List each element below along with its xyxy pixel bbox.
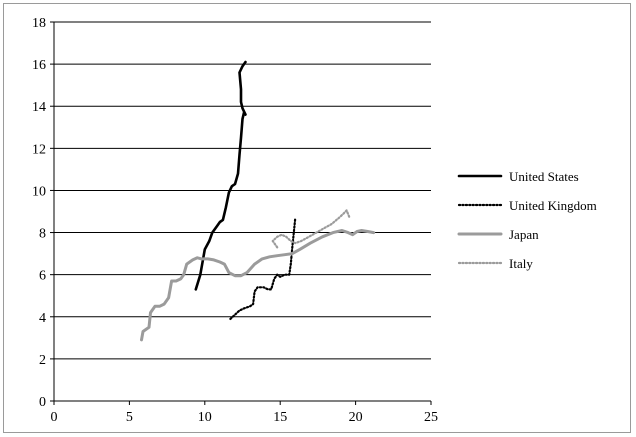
y-tick-label-8: 8: [39, 227, 46, 242]
series-line-japan: [140, 229, 376, 342]
x-tick-label-20: 20: [349, 410, 363, 425]
series-line-italy: [271, 209, 351, 249]
y-tick-label-14: 14: [32, 100, 46, 115]
x-tick-label-5: 5: [126, 410, 133, 425]
x-tick-label-0: 0: [51, 410, 58, 425]
y-tick-label-10: 10: [32, 184, 46, 199]
y-tick-label-18: 18: [32, 16, 46, 31]
y-tick-label-16: 16: [32, 58, 46, 73]
y-tick-label-0: 0: [39, 395, 46, 410]
legend-label-united-states: United States: [509, 169, 579, 184]
y-tick-label-4: 4: [39, 311, 46, 326]
series-line-united-kingdom: [229, 216, 297, 320]
legend-label-italy: Italy: [509, 256, 533, 271]
x-tick-label-10: 10: [198, 410, 212, 425]
x-tick-label-15: 15: [273, 410, 287, 425]
y-tick-label-2: 2: [39, 353, 46, 368]
y-tick-label-6: 6: [39, 269, 46, 284]
legend-label-japan: Japan: [509, 227, 539, 242]
x-tick-label-25: 25: [424, 410, 438, 425]
legend-label-united-kingdom: United Kingdom: [509, 198, 597, 213]
series-line-united-states: [194, 60, 247, 291]
y-tick-label-12: 12: [32, 142, 46, 157]
chart-frame: [3, 3, 631, 433]
